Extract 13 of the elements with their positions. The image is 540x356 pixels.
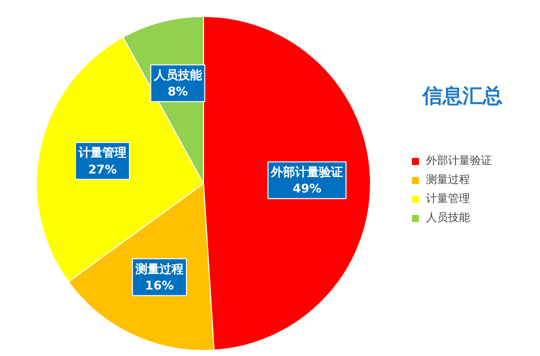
data-label: 16%	[145, 278, 174, 293]
legend-label: 计量管理	[426, 191, 470, 206]
slice-label: 人员技能	[152, 68, 203, 82]
slice-label: 计量管理	[77, 146, 126, 160]
data-label: 8%	[168, 84, 188, 99]
legend-label: 测量过程	[426, 172, 470, 187]
slice-label: 外部计量验证	[270, 164, 343, 179]
data-label: 27%	[88, 162, 117, 176]
legend-label: 人员技能	[426, 210, 470, 225]
data-label: 49%	[292, 182, 322, 196]
legend-label: 外部计量验证	[426, 153, 492, 168]
slice-label: 测量过程	[134, 262, 184, 276]
text: 信息汇总	[422, 84, 502, 108]
